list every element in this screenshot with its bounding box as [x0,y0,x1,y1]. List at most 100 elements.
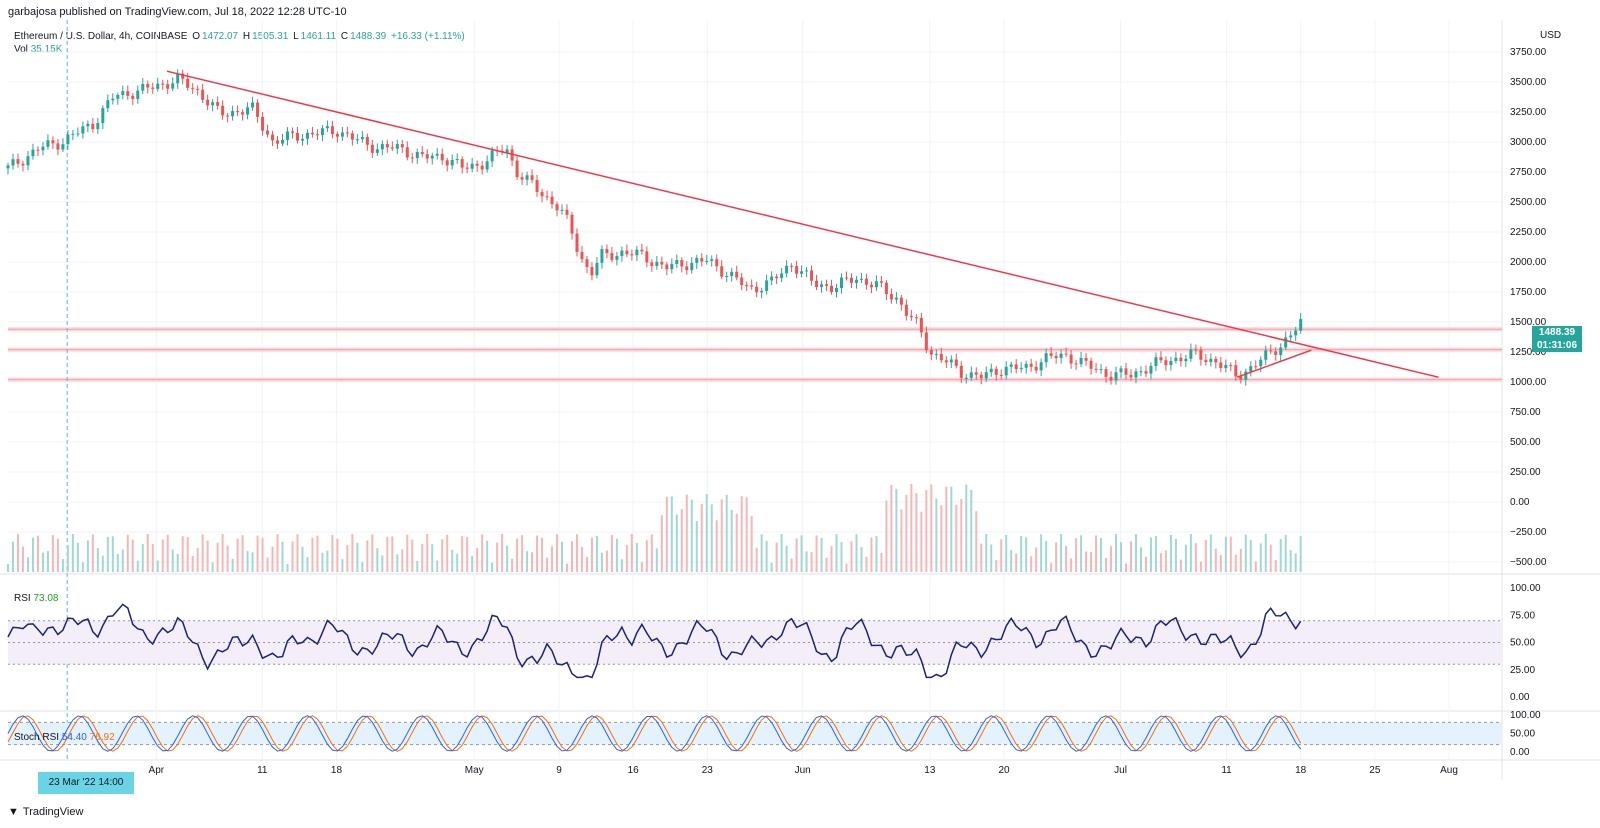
volume-bar [790,558,793,572]
candle-body [475,163,479,166]
candle-body [790,265,794,267]
candle-body [1244,371,1248,380]
volume-bar [36,535,39,572]
volume-legend: Vol 35.15K [14,44,62,55]
volume-bar [690,499,693,572]
volume-bar [76,542,79,572]
rsi-legend: RSI 73.08 [14,593,58,604]
volume-bar [436,560,439,572]
candle-body [241,112,245,115]
rsi-tick-label: 75.00 [1510,610,1535,621]
volume-bar [860,547,863,572]
volume-bar [1169,534,1172,572]
volume-bar [1100,538,1103,572]
candle-body [879,281,883,283]
volume-bar [680,509,683,572]
volume-bar [1154,535,1157,572]
volume-bar [570,541,573,572]
candle-body [325,126,329,129]
volume-bar [600,552,603,572]
x-tick-label: 23 [702,765,714,776]
x-tick-label: 11 [1221,765,1232,776]
candle-body [335,133,339,137]
symbol-name[interactable]: Ethereum / U.S. Dollar, 4h, COINBASE [14,31,188,42]
volume-bar [805,551,808,572]
footer-brand[interactable]: ▼ TradingView [8,806,83,818]
volume-bar [1194,543,1197,572]
volume-bar [316,535,319,572]
volume-bar [261,537,264,572]
candle-body [685,266,689,271]
candle-body [805,270,809,272]
volume-bar [406,534,409,572]
candle-body [1149,365,1153,374]
candle-body [1229,365,1233,367]
volume-bar [496,542,499,572]
volume-bar [970,489,973,572]
candle-body [340,132,344,137]
volume-bar [1139,547,1142,572]
candle-body [1069,354,1073,364]
candle-body [919,317,923,333]
volume-bar [825,557,828,572]
candle-body [276,140,280,144]
volume-bar [421,543,424,572]
stoch-label[interactable]: Stoch RSI [14,732,60,743]
candle-body [161,83,165,85]
candle-body [420,152,424,155]
x-tick-label: 18 [331,765,343,776]
candle-body [615,256,619,260]
volume-bar [875,535,878,572]
volume-bar [281,541,284,572]
volume-bar [41,552,44,572]
candle-body [400,144,404,148]
volume-bar [635,543,638,572]
stoch-d-line [7,715,1302,752]
volume-bar [21,546,24,572]
candle-body [1114,372,1118,381]
volume-bar [625,545,628,572]
volume-bar [546,557,549,572]
volume-bar [51,535,54,572]
volume-bar [700,503,703,572]
candle-body [395,144,399,149]
candle-body [305,132,309,139]
candle-body [91,123,95,130]
candle-body [1034,366,1038,371]
candle-body [1269,350,1273,352]
volume-bar [311,537,314,572]
volume-bar [471,555,474,572]
volume-bar [526,551,529,572]
stoch-legend: Stoch RSI 54.40 76.92 [14,732,115,743]
volume-bar [620,559,623,572]
volume-bar [256,535,259,572]
candle-body [1289,335,1293,338]
volume-bar [131,539,134,572]
candle-body [755,286,759,293]
volume-bar [925,490,928,572]
candle-body [26,156,30,166]
volume-bar [1179,559,1182,572]
candle-body [1259,359,1263,367]
candle-body [994,368,998,375]
candle-body [1249,366,1253,372]
candle-body [904,304,908,316]
candle-body [405,147,409,158]
candle-body [854,279,858,283]
candle-body [810,270,814,281]
rsi-label[interactable]: RSI [14,593,31,604]
candle-body [380,144,384,150]
candle-body [795,266,799,274]
candle-body [610,253,614,260]
candle-body [640,249,644,252]
candle-body [181,73,185,79]
candle-body [1164,360,1168,366]
candle-body [41,146,45,151]
candle-body [61,144,65,150]
y-tick-label: 2750.00 [1510,167,1547,178]
volume-bar [710,504,713,572]
candle-body [111,98,115,101]
candle-body [625,250,629,255]
candle-body [1234,365,1238,377]
